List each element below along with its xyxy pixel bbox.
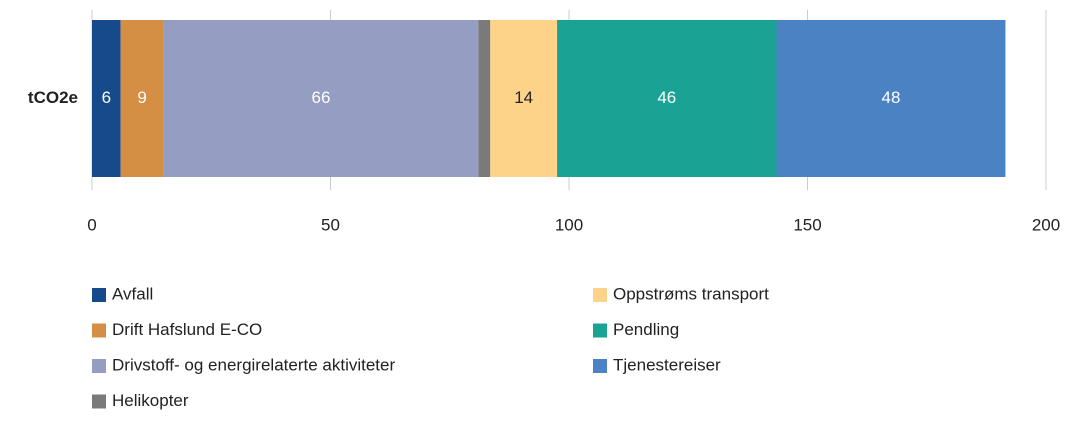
x-tick-label: 100: [555, 215, 583, 234]
data-label: 9: [137, 88, 146, 107]
category-label: tCO2e: [28, 88, 78, 107]
legend-label: Drivstoff- og energirelaterte aktivitete…: [112, 355, 395, 374]
legend-swatch: [92, 323, 106, 338]
data-label: 14: [514, 88, 533, 107]
data-label: 6: [102, 88, 111, 107]
legend-label: Avfall: [112, 284, 153, 303]
legend-label: Oppstrøms transport: [613, 284, 769, 303]
legend-swatch: [593, 323, 607, 338]
legend-label: Tjenestereiser: [613, 355, 721, 374]
bar-segment: [478, 20, 491, 177]
bar-segment: [92, 20, 121, 177]
legend-label: Drift Hafslund E-CO: [112, 320, 262, 339]
legend-swatch: [92, 359, 106, 373]
x-tick-label: 200: [1032, 215, 1060, 234]
x-tick-label: 50: [321, 215, 340, 234]
x-tick-label: 150: [793, 215, 821, 234]
data-label: 46: [657, 88, 676, 107]
x-tick-label: 0: [87, 215, 96, 234]
legend-swatch: [92, 288, 106, 302]
bar-segment: [163, 20, 479, 177]
legend-swatch: [593, 288, 607, 302]
bar-segment: [120, 20, 164, 177]
legend-label: Helikopter: [112, 391, 189, 410]
legend-swatch: [92, 394, 106, 409]
legend-swatch: [593, 359, 607, 373]
data-label: 48: [882, 88, 901, 107]
legend-label: Pendling: [613, 320, 679, 339]
bar-segment: [557, 20, 777, 177]
data-label: 66: [311, 88, 330, 107]
bar-segment: [490, 20, 558, 177]
bar-segment: [776, 20, 1006, 177]
